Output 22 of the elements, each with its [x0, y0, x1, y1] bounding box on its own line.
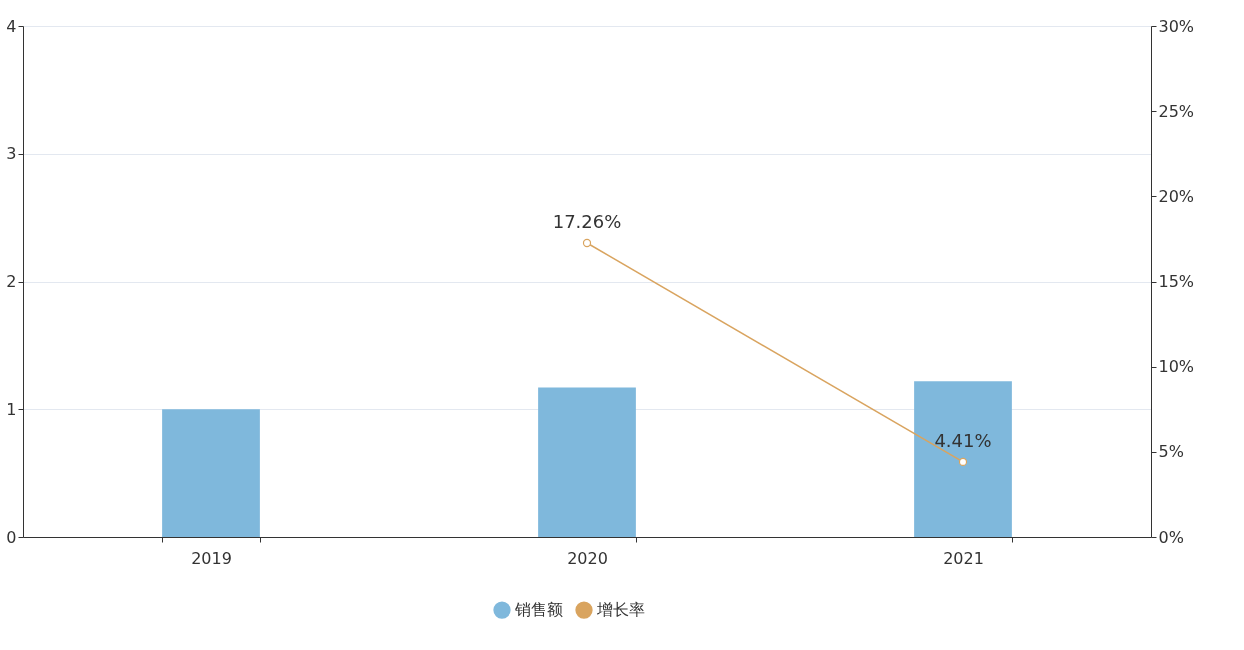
y2-tick-label: 20%	[1158, 186, 1195, 206]
y-tick-label: 0	[6, 527, 17, 547]
y-tick-label: 4	[6, 16, 17, 36]
legend-label: 销售额	[514, 600, 563, 620]
y2-tick-label: 5%	[1158, 442, 1184, 462]
y-tick-label: 2	[6, 272, 17, 291]
bar	[914, 381, 1012, 537]
legend-label: 增长率	[596, 600, 645, 620]
y2-tick-label: 0%	[1158, 527, 1184, 547]
y2-tick-label: 15%	[1158, 272, 1195, 291]
y2-tick-label: 10%	[1158, 357, 1195, 377]
data-label: 4.41%	[934, 429, 992, 451]
x-tick-label: 2021	[943, 548, 984, 568]
x-tick-label: 2019	[191, 548, 232, 568]
data-label: 17.26%	[552, 211, 622, 232]
y-tick-label: 3	[6, 144, 17, 164]
bar	[538, 387, 636, 537]
bar	[162, 409, 260, 537]
y2-tick-label: 30%	[1158, 16, 1195, 36]
y2-tick-label: 25%	[1158, 101, 1195, 121]
x-tick-label: 2020	[567, 548, 608, 568]
y-tick-label: 1	[6, 399, 17, 419]
